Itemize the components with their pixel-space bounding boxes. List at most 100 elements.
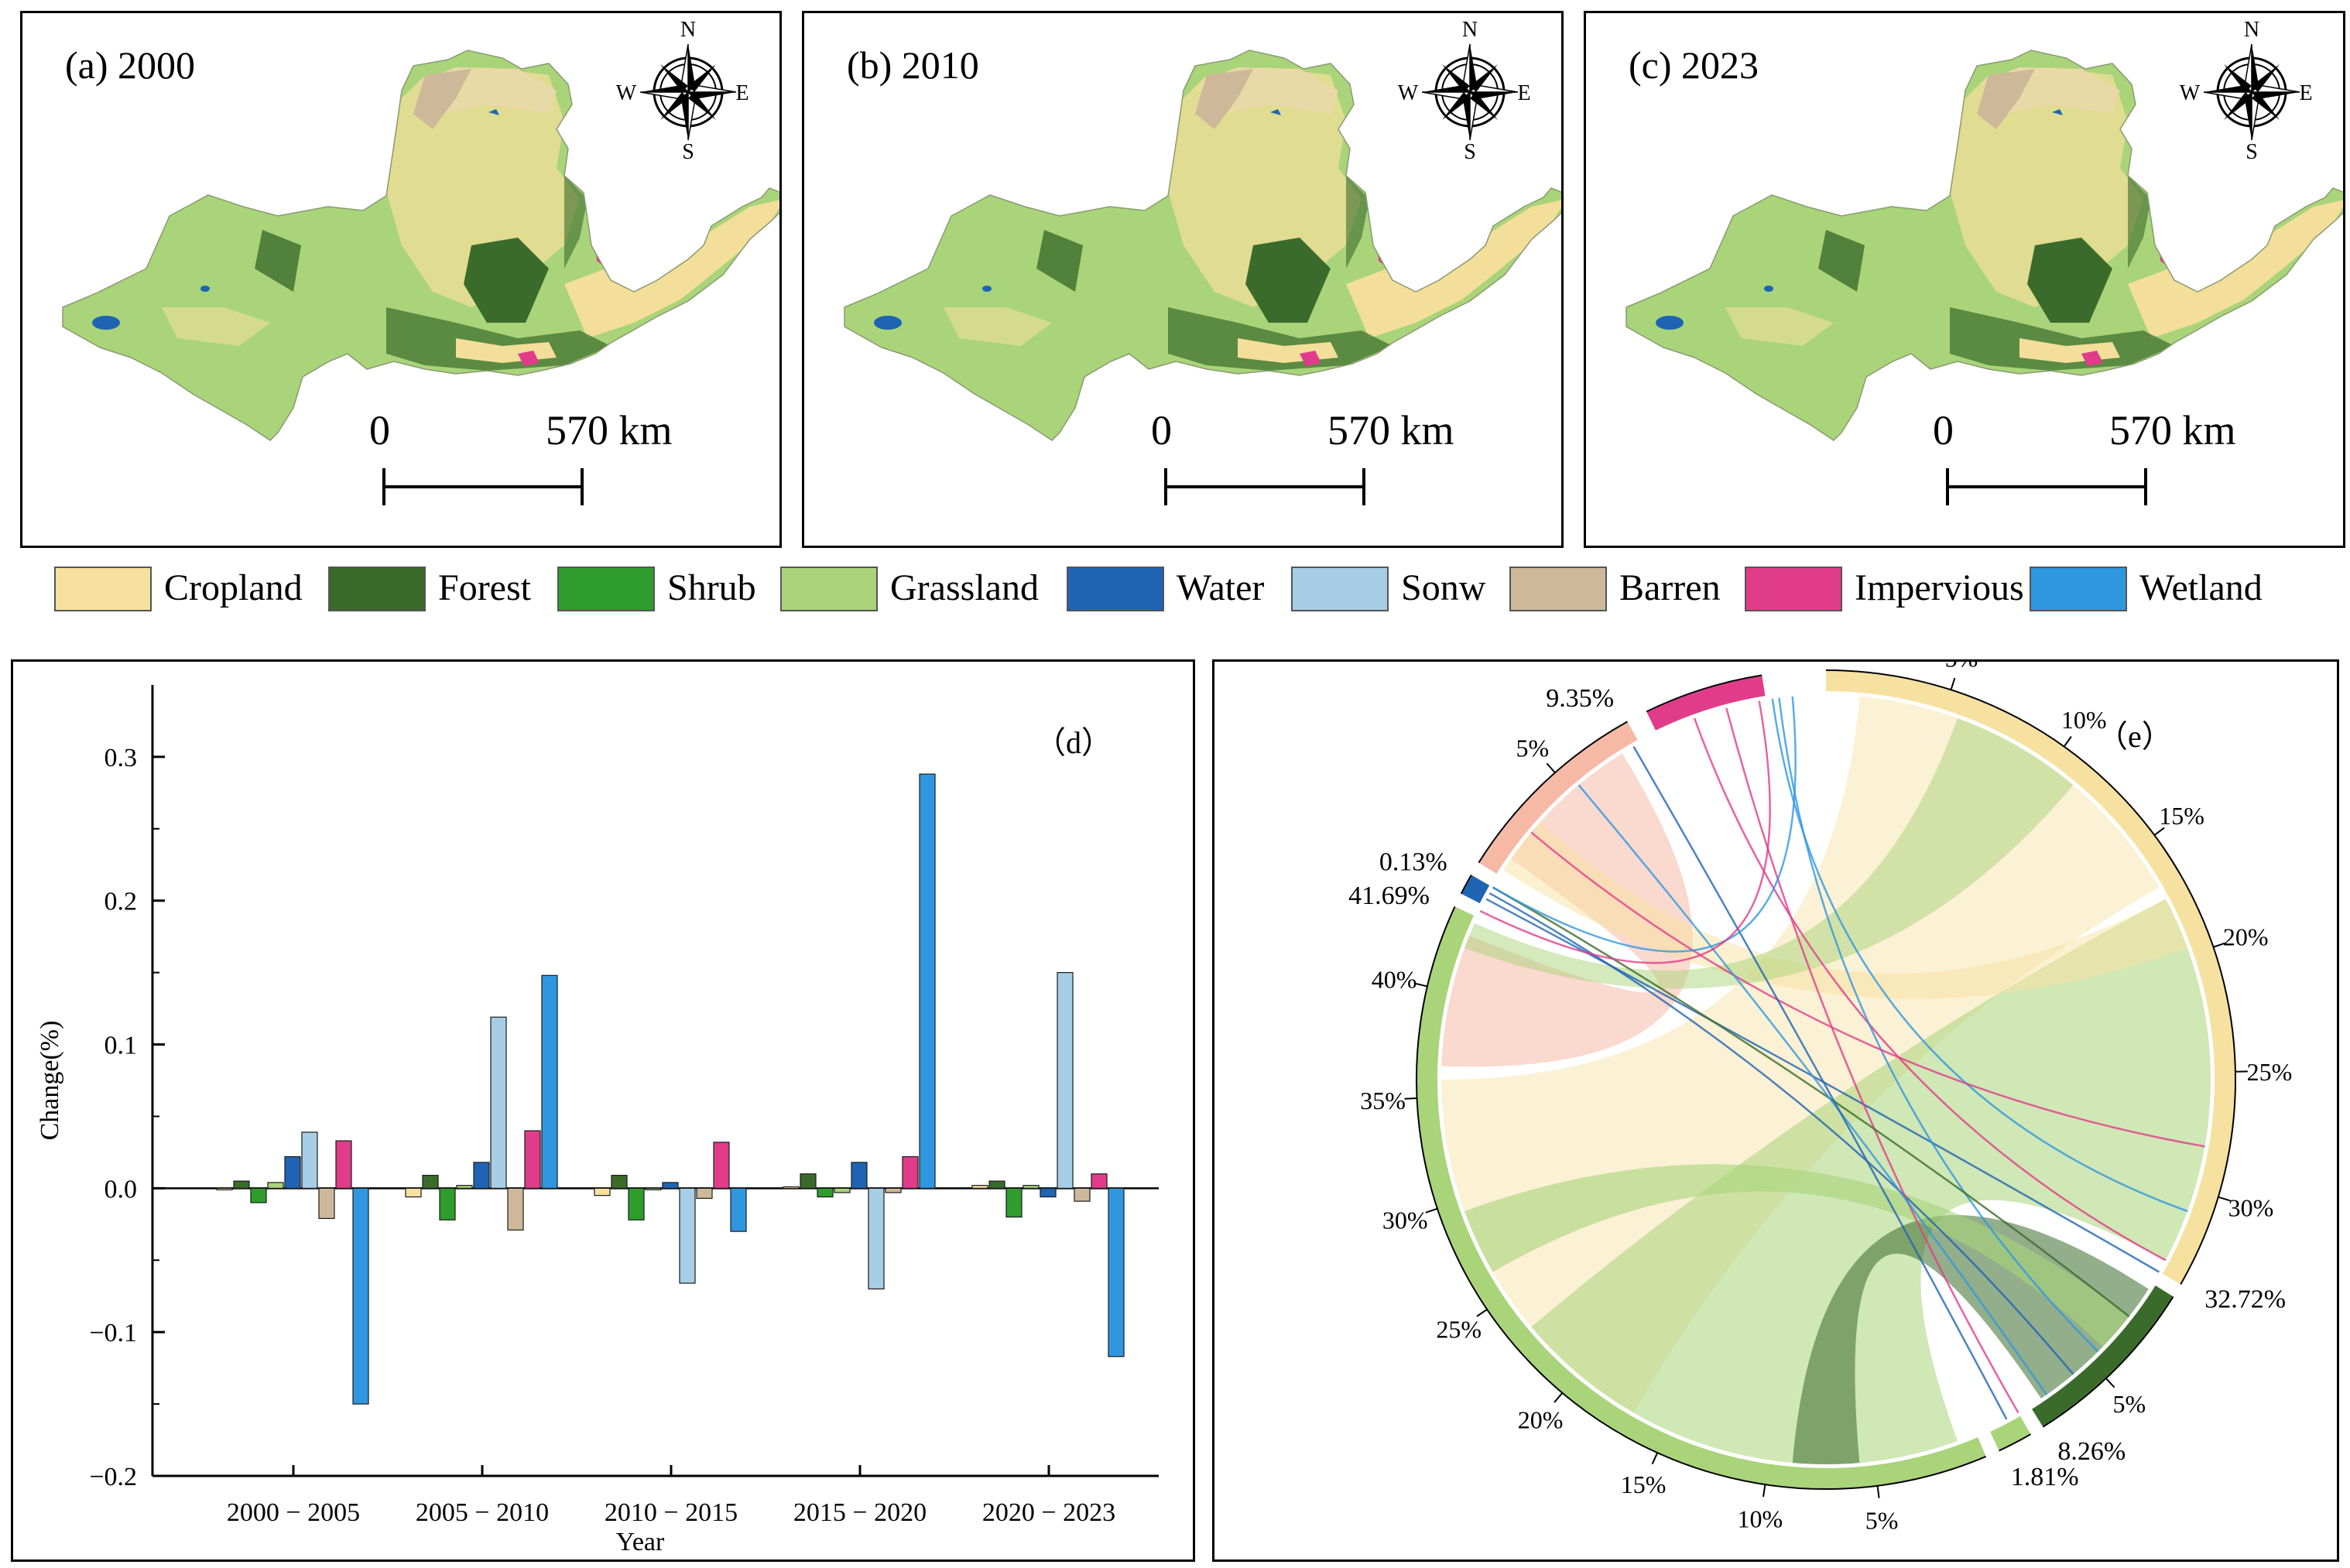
scale-start: 0 (369, 407, 390, 454)
scale-start: 0 (1151, 407, 1172, 454)
bar-chart: 0.3 0.2 0.1 0.0 −0.1 −0.2 2000 − 2005 2005 − 20… (36, 685, 1159, 1556)
compass-s: S (1464, 140, 1476, 164)
bar-cropland (971, 1185, 988, 1189)
map-graphic: N S E W (1586, 13, 2343, 546)
bar-wetland (352, 1187, 369, 1405)
bar-sonw (1057, 972, 1074, 1189)
bar-barren (1074, 1187, 1091, 1202)
segment-arc-cropland (1825, 671, 2235, 1284)
legend-swatch (54, 567, 152, 611)
segment-percent-label: 9.35% (1546, 684, 1614, 713)
segment-percent-label: 1.81% (2011, 1463, 2079, 1491)
legend-label: Forest (438, 567, 531, 608)
panel-label: （d） (1035, 725, 1112, 760)
bar-grassland (834, 1187, 851, 1193)
chord-link (1530, 831, 2205, 1148)
compass-e: E (1517, 81, 1530, 105)
compass-n: N (2244, 18, 2259, 42)
legend-swatch (2030, 567, 2127, 611)
legend-swatch (557, 567, 655, 611)
chord-link (1778, 697, 2099, 1353)
segment-tick-label: 20% (1518, 1405, 1564, 1433)
bar-forest (233, 1180, 250, 1189)
bar-sonw (868, 1187, 885, 1290)
segment-tick (2105, 1378, 2115, 1388)
map-panel-2000: (a) 2000 N S E W 0 570 km (20, 11, 782, 548)
chord-ribbon (1464, 1164, 2129, 1347)
legend-swatch (1067, 567, 1164, 611)
bar-impervious (1091, 1173, 1108, 1189)
segment-percent-label: 8.26% (2057, 1437, 2126, 1466)
segment-tick-label: 5% (2113, 1390, 2146, 1418)
legend-label: Wetland (2139, 567, 2263, 608)
legend-swatch (1291, 567, 1389, 611)
panel-label: （e） (2097, 719, 2173, 754)
x-tick-label: 2010 − 2015 (605, 1498, 738, 1527)
bar-cropland (594, 1187, 611, 1197)
chord-link (1725, 707, 2019, 1414)
bar-shrub (1005, 1187, 1023, 1218)
y-tick-label: 0.1 (104, 1032, 138, 1060)
bar-barren (507, 1187, 524, 1231)
legend-label: Shrub (667, 567, 756, 608)
compass-e: E (735, 81, 749, 105)
chord-ribbon (1441, 753, 1693, 1067)
legend-label: Impervious (1855, 567, 2024, 608)
legend-swatch (780, 567, 878, 611)
x-tick-label: 2020 − 2023 (982, 1498, 1115, 1527)
bar-shrub (628, 1187, 645, 1221)
segment-tick-label: 35% (1360, 1087, 1406, 1114)
scale-bar (1164, 468, 1365, 505)
compass-w: W (1398, 81, 1419, 105)
bar-impervious (524, 1130, 541, 1189)
bar-shrub (250, 1187, 267, 1203)
chord-diagram: 32.72% 5% 10% 15% 20% 25% 30% 8.26% 5% 1.81% 41.69… (1348, 662, 2293, 1534)
bar-forest (611, 1175, 628, 1189)
x-axis-label: Year (616, 1528, 665, 1556)
bar-wetland (919, 773, 936, 1189)
compass-s: S (2246, 140, 2258, 164)
scale-bar (1946, 468, 2147, 505)
compass-e: E (2299, 81, 2312, 105)
segment-tick (2063, 736, 2072, 748)
bar-cropland (405, 1187, 422, 1198)
compass-w: W (2180, 81, 2201, 105)
bar-barren (696, 1187, 713, 1199)
segment-tick-label: 40% (1372, 965, 1417, 993)
chord-panel: 32.72% 5% 10% 15% 20% 25% 30% 8.26% 5% 1.81% 41.69… (1212, 659, 2339, 1562)
land-cover-legend: Cropland Forest Shrub Grassland Water So… (54, 563, 2299, 616)
bar-water (662, 1182, 679, 1189)
legend-swatch (1509, 567, 1607, 611)
y-axis-label: Change(%) (36, 1021, 64, 1141)
chord-link (1693, 717, 2167, 1262)
segment-outline (1478, 721, 1629, 864)
segment-outline (1460, 875, 1472, 895)
segment-tick-label: 20% (2223, 923, 2269, 951)
segment-arc-grassland (1417, 906, 1986, 1488)
segment-tick (2218, 1196, 2231, 1202)
bar-forest (422, 1175, 439, 1189)
segment-tick (2213, 942, 2225, 948)
segment-outline (2042, 1296, 2174, 1428)
map-title: (c) 2023 (1629, 43, 1759, 87)
segment-tick (1415, 982, 1428, 988)
segment-tick-label: 25% (2247, 1058, 2293, 1086)
compass-w: W (616, 81, 637, 105)
bar-forest (800, 1173, 817, 1189)
segment-arc-barren (1479, 722, 1638, 874)
bar-wetland (1108, 1187, 1125, 1357)
y-tick-label: 0.2 (104, 888, 138, 916)
segment-tick-label: 15% (2159, 802, 2204, 830)
segment-arc-water (1461, 875, 1490, 904)
x-tick-label: 2015 − 2020 (793, 1498, 927, 1527)
segment-percent-label: 0.13% (1379, 848, 1447, 877)
bar-shrub (439, 1187, 456, 1221)
segment-outline (1646, 674, 1762, 713)
segment-tick-label: 5% (1945, 662, 1978, 672)
legend-label: Sonw (1401, 567, 1486, 608)
segment-tick (2153, 827, 2165, 836)
bar-forest (988, 1180, 1005, 1189)
segment-arc-forest (2032, 1286, 2173, 1426)
segment-percent-label: 4.54% (1690, 662, 1758, 663)
bar-wetland (541, 974, 558, 1189)
